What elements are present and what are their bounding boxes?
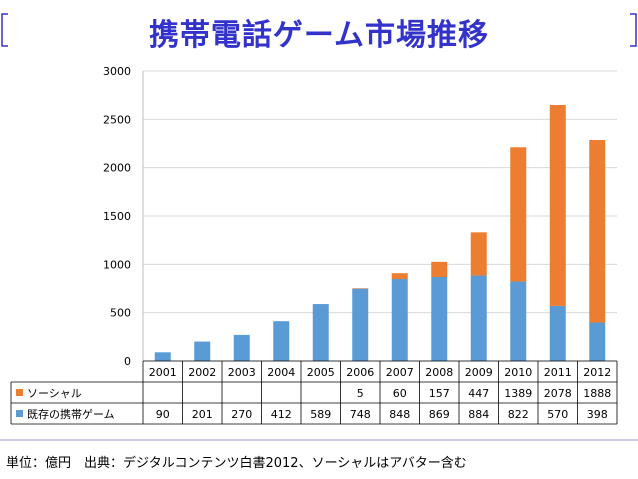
x-tick-label: 2011 (544, 366, 572, 379)
x-tick-label: 2001 (149, 366, 177, 379)
y-tick-label: 0 (124, 355, 131, 368)
data-label: 412 (271, 408, 292, 421)
data-label: 201 (192, 408, 213, 421)
data-label: 270 (231, 408, 252, 421)
bar-social-2008 (431, 261, 448, 277)
y-tick-label: 1000 (103, 258, 131, 271)
left-bracket (1, 13, 8, 47)
slide-title: 携帯電話ゲーム市場推移 (148, 18, 490, 53)
bar-social-2010 (510, 147, 527, 282)
data-label: 1389 (504, 387, 532, 400)
legend-entry: 既存の携帯ゲーム (27, 407, 115, 421)
x-tick-label: 2007 (386, 366, 414, 379)
legend-swatch (16, 410, 23, 417)
data-label: 748 (350, 408, 371, 421)
bars (154, 105, 606, 361)
data-label: 884 (468, 408, 489, 421)
data-label: 60 (393, 387, 407, 400)
x-tick-label: 2012 (583, 366, 611, 379)
data-label: 1888 (583, 387, 611, 400)
legend-swatch (16, 389, 23, 396)
y-tick-label: 3000 (103, 65, 131, 78)
data-label: 90 (156, 408, 170, 421)
data-label: 570 (547, 408, 568, 421)
bar-social-2007 (391, 273, 408, 280)
legend-entry: ソーシャル (27, 387, 82, 400)
bar-existing-2002 (194, 341, 211, 361)
data-label: 5 (357, 387, 364, 400)
bar-existing-2011 (549, 305, 566, 361)
bar-social-2009 (470, 232, 487, 276)
data-label: 589 (310, 408, 331, 421)
x-tick-label: 2006 (346, 366, 374, 379)
data-label: 2078 (544, 387, 572, 400)
y-axis-ticks: 0 500 1000 1500 2000 2500 3000 (103, 65, 131, 368)
data-label: 157 (429, 387, 450, 400)
bar-existing-2010 (510, 281, 527, 361)
x-tick-label: 2010 (504, 366, 532, 379)
bar-existing-2012 (589, 322, 606, 361)
x-tick-label: 2004 (267, 366, 295, 379)
y-tick-label: 2500 (103, 113, 131, 126)
bar-existing-2004 (273, 321, 290, 361)
y-tick-label: 500 (110, 307, 131, 320)
x-tick-label: 2002 (188, 366, 216, 379)
gridlines (142, 70, 617, 362)
data-label: 822 (508, 408, 529, 421)
x-tick-label: 2009 (465, 366, 493, 379)
bar-existing-2005 (312, 304, 329, 361)
source-footnote: 単位：億円 出典：デジタルコンテンツ白書2012、ソーシャルはアバター含む (6, 456, 467, 471)
bar-existing-2007 (391, 279, 408, 361)
bar-existing-2003 (233, 334, 250, 361)
data-label: 398 (587, 408, 608, 421)
y-tick-label: 1500 (103, 210, 131, 223)
data-table: 2001 2002 2003 2004 2005 2006 2007 2008 2009 2010… (10, 360, 618, 425)
right-bracket (630, 13, 637, 47)
data-label: 447 (468, 387, 489, 400)
x-tick-label: 2003 (228, 366, 256, 379)
data-label: 848 (389, 408, 410, 421)
y-tick-label: 2000 (103, 162, 131, 175)
bar-existing-2009 (470, 275, 487, 361)
x-tick-label: 2005 (307, 366, 335, 379)
bar-social-2011 (549, 105, 566, 306)
bar-social-2012 (589, 140, 606, 323)
data-label: 869 (429, 408, 450, 421)
bar-existing-2006 (352, 288, 369, 361)
bar-existing-2001 (154, 352, 171, 361)
bar-existing-2008 (431, 276, 448, 361)
x-tick-label: 2008 (425, 366, 453, 379)
